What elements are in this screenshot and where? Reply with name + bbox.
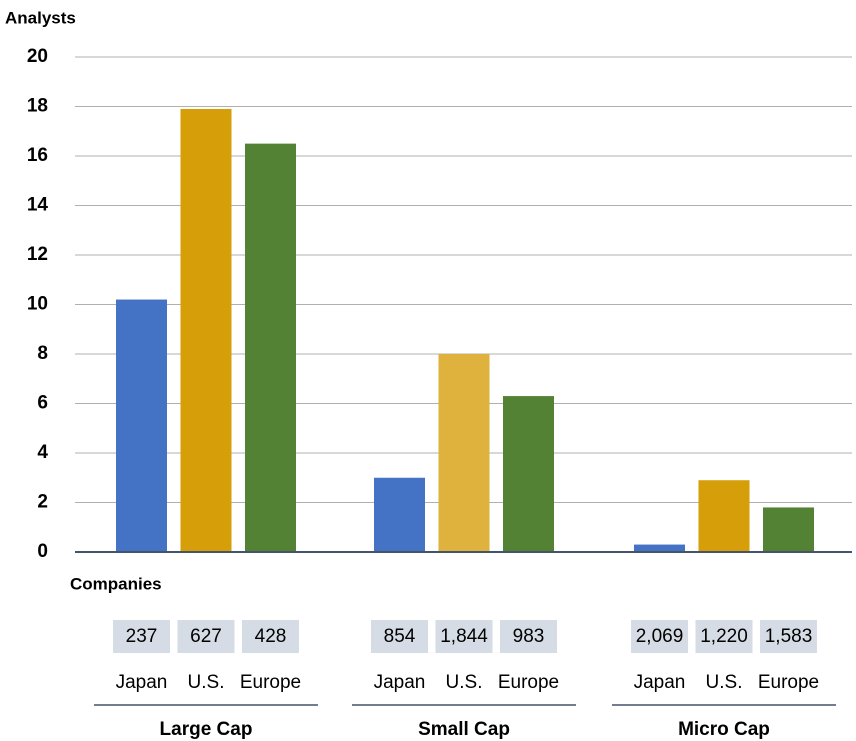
bar xyxy=(763,507,814,552)
series-label: Europe xyxy=(240,672,301,693)
companies-box xyxy=(695,620,753,653)
series-label: Japan xyxy=(374,672,426,693)
bar xyxy=(374,477,425,552)
companies-value: 237 xyxy=(126,626,158,647)
series-label: Japan xyxy=(634,672,686,693)
y-tick-label: 12 xyxy=(27,244,48,265)
series-label: Japan xyxy=(116,672,168,693)
y-tick-label: 8 xyxy=(37,343,48,364)
companies-box xyxy=(435,620,493,653)
companies-box xyxy=(113,620,170,653)
y-tick-label: 18 xyxy=(27,96,48,117)
companies-value: 1,844 xyxy=(440,626,488,647)
y-tick-label: 10 xyxy=(27,294,48,315)
bar xyxy=(503,396,554,552)
series-label: Europe xyxy=(758,672,819,693)
bar xyxy=(180,108,232,552)
y-tick-label: 6 xyxy=(37,393,48,414)
bar xyxy=(634,544,685,552)
y-axis-label: Analysts xyxy=(5,8,76,27)
category-label: Small Cap xyxy=(418,719,510,740)
series-label: U.S. xyxy=(446,672,483,693)
companies-value: 983 xyxy=(513,626,545,647)
category-label: Large Cap xyxy=(160,719,253,740)
y-tick-label: 2 xyxy=(37,492,48,513)
companies-value: 854 xyxy=(384,626,416,647)
companies-box xyxy=(242,620,299,653)
companies-box xyxy=(177,620,235,653)
bar xyxy=(116,299,167,552)
companies-value: 428 xyxy=(255,626,287,647)
series-label: Europe xyxy=(498,672,559,693)
series-label: U.S. xyxy=(188,672,225,693)
companies-box xyxy=(371,620,428,653)
series-label: U.S. xyxy=(706,672,743,693)
companies-box xyxy=(631,620,688,653)
bar xyxy=(438,354,490,552)
category-label: Micro Cap xyxy=(678,719,770,740)
y-tick-label: 14 xyxy=(27,195,49,216)
companies-value: 627 xyxy=(190,626,222,647)
y-tick-label: 20 xyxy=(27,46,48,67)
companies-value: 1,220 xyxy=(700,626,748,647)
bar xyxy=(698,480,750,552)
y-tick-label: 0 xyxy=(37,541,48,562)
companies-box xyxy=(500,620,557,653)
companies-value: 2,069 xyxy=(636,626,684,647)
y-tick-label: 16 xyxy=(27,145,48,166)
companies-box xyxy=(760,620,817,653)
companies-value: 1,583 xyxy=(765,626,813,647)
bar xyxy=(245,143,296,552)
y-tick-label: 4 xyxy=(37,442,48,463)
companies-label: Companies xyxy=(70,574,162,593)
